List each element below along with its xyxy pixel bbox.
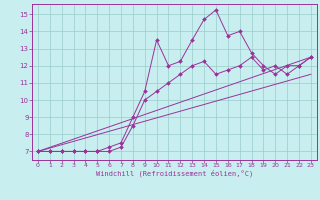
- X-axis label: Windchill (Refroidissement éolien,°C): Windchill (Refroidissement éolien,°C): [96, 170, 253, 177]
